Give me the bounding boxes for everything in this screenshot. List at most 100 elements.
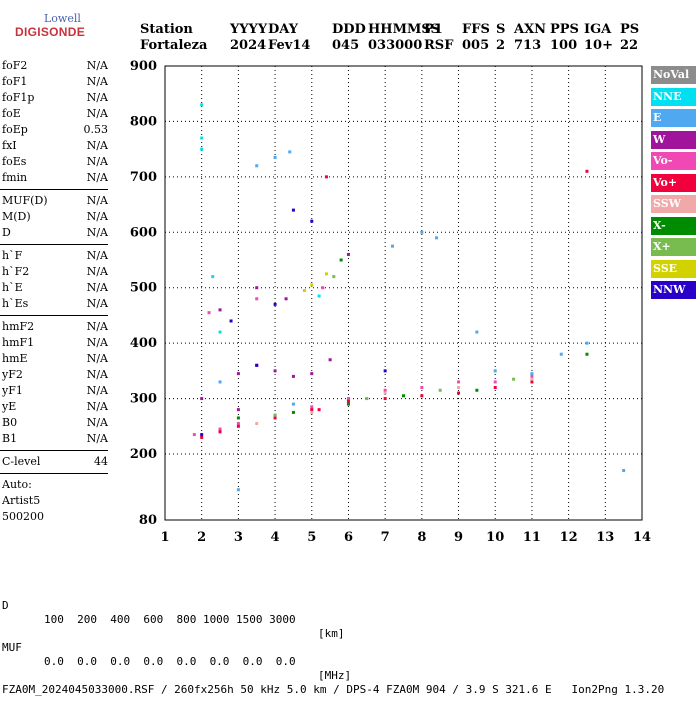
- param-name: hmF1: [2, 336, 35, 349]
- param-name: foF1p: [2, 91, 35, 104]
- header-value-ddd: 045: [332, 38, 360, 53]
- param-value: N/A: [86, 400, 108, 413]
- y-tick-label: 400: [130, 336, 157, 351]
- param-row-yf2: yF2 N/A: [0, 367, 112, 383]
- param-row-b0: B0 N/A: [0, 415, 112, 431]
- x-tick-label: 7: [381, 530, 390, 545]
- param-name: hmF2: [2, 320, 35, 333]
- data-point-w: [236, 372, 240, 376]
- header-value-axn: 713: [514, 38, 542, 53]
- param-name: D: [2, 226, 11, 239]
- param-value: N/A: [86, 75, 108, 88]
- data-point-vo: [317, 408, 321, 412]
- data-point-vo: [218, 427, 222, 431]
- station-header: Station YYYY DAY DDD HHMMSS P1 FFS S AXN…: [140, 22, 640, 54]
- x-tick-label: 6: [344, 530, 353, 545]
- header-value-pps: 100: [550, 38, 578, 53]
- param-value: N/A: [86, 297, 108, 310]
- param-value: 44: [94, 455, 108, 468]
- data-point-e: [493, 369, 497, 373]
- data-point-w: [200, 397, 204, 401]
- header-label-pps: PPS: [550, 22, 579, 37]
- data-point-vo: [192, 433, 196, 437]
- data-point-ssw: [383, 391, 387, 395]
- data-point-nnw: [310, 219, 314, 223]
- data-point-x: [438, 388, 442, 392]
- param-row-fof1p: foF1p N/A: [0, 90, 112, 106]
- x-tick-label: 8: [417, 530, 426, 545]
- data-point-vo: [585, 169, 589, 173]
- param-value: N/A: [86, 320, 108, 333]
- data-point-w: [284, 297, 288, 301]
- header-label-station: Station: [140, 22, 193, 37]
- legend-item-sse: SSE: [651, 259, 696, 278]
- data-point-nnw: [291, 208, 295, 212]
- param-value: N/A: [86, 416, 108, 429]
- scaled-parameters-panel: foF2 N/A foF1 N/A foF1p N/A foE N/A foEp 0.53 fxI N…: [0, 58, 112, 525]
- param-name: C-level: [2, 455, 41, 468]
- legend-item-vo: Vo+: [651, 173, 696, 192]
- param-name: yF2: [2, 368, 23, 381]
- header-value-ffs: 005: [462, 38, 490, 53]
- data-point-vo: [346, 397, 350, 401]
- data-point-vo: [457, 380, 461, 384]
- data-point-sse: [302, 288, 306, 292]
- data-point-vo: [420, 394, 424, 398]
- footer-muf-unit: [MHz]: [318, 669, 352, 682]
- param-row-hmf1: hmF1 N/A: [0, 335, 112, 351]
- header-value-p1: RSF: [424, 38, 454, 53]
- legend-item-noval: NoVal: [651, 66, 696, 84]
- param-row-hme: hmE N/A: [0, 351, 112, 367]
- data-point-nnw: [273, 302, 277, 306]
- data-point-nnw: [383, 369, 387, 373]
- footer-muf-row: MUF 0.0 0.0 0.0 0.0 0.0 0.0 0.0 0.0 [MHz…: [0, 627, 351, 682]
- data-point-vo: [324, 175, 328, 179]
- data-point-ssw: [530, 377, 534, 381]
- data-point-e: [622, 469, 626, 472]
- param-row-ye: yE N/A: [0, 399, 112, 415]
- data-point-e: [585, 341, 589, 345]
- data-point-w: [328, 358, 332, 362]
- data-point-sse: [324, 272, 328, 276]
- data-point-vo: [207, 311, 211, 315]
- footer-muf-values: 0.0 0.0 0.0 0.0 0.0 0.0 0.0 0.0: [44, 655, 296, 668]
- param-separator: [0, 189, 108, 190]
- param-separator: [0, 315, 108, 316]
- data-point-nnw: [255, 363, 259, 367]
- data-point-nne: [200, 136, 204, 140]
- param-name: foE: [2, 107, 21, 120]
- data-point-vo: [310, 405, 314, 409]
- header-label-ps: PS: [620, 22, 640, 37]
- param-row-d: D N/A: [0, 225, 112, 241]
- param-row-hes: h`Es N/A: [0, 296, 112, 312]
- y-tick-label: 500: [130, 281, 157, 296]
- param-value: N/A: [86, 336, 108, 349]
- data-point-sse: [310, 283, 314, 287]
- footer-panel: D 100 200 400 600 800 1000 1500 3000 [km…: [0, 557, 664, 697]
- data-point-x: [346, 402, 350, 406]
- x-tick-label: 1: [160, 530, 169, 545]
- header-label-p1: P1: [424, 22, 443, 37]
- header-value-hhmmss: 033000: [368, 38, 423, 53]
- plot-frame: [164, 65, 643, 521]
- param-row-b1: B1 N/A: [0, 431, 112, 447]
- y-tick-label: 80: [139, 513, 157, 528]
- x-tick-label: 4: [271, 530, 280, 545]
- data-point-ssw: [310, 410, 314, 414]
- data-point-e: [273, 155, 277, 159]
- header-label-year: YYYY: [230, 22, 268, 37]
- header-label-axn: AXN: [514, 22, 547, 37]
- param-value: N/A: [86, 249, 108, 262]
- legend-item-x: X-: [651, 216, 696, 235]
- footer-distance-row: D 100 200 400 600 800 1000 1500 3000 [km…: [0, 585, 345, 640]
- header-label-hhmmss: HHMMSS: [368, 22, 440, 37]
- param-row-foe: foE N/A: [0, 106, 112, 122]
- param-row-yf1: yF1 N/A: [0, 383, 112, 399]
- data-point-vo: [236, 424, 240, 428]
- param-name: foF2: [2, 59, 28, 72]
- y-tick-label: 700: [130, 170, 157, 185]
- data-point-e: [288, 150, 292, 154]
- data-point-vo: [530, 374, 534, 378]
- param-row-fof2: foF2 N/A: [0, 58, 112, 74]
- param-name: h`E: [2, 281, 23, 294]
